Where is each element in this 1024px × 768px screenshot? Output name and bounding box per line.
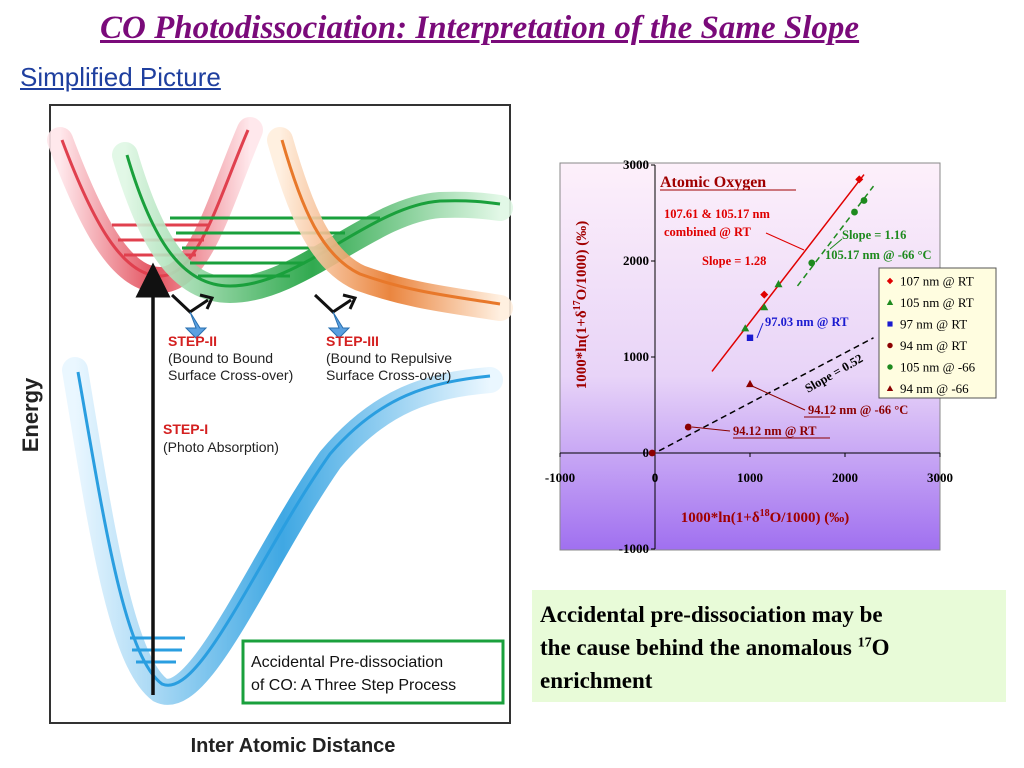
legend-entry: 107 nm @ RT: [900, 274, 974, 289]
potential-energy-diagram: STEP-II (Bound to Bound Surface Cross-ov…: [18, 104, 513, 757]
annotation-94-rt: 94.12 nm @ RT: [733, 424, 817, 438]
fit-line: [711, 174, 865, 372]
annotation-slope-116: Slope = 1.16: [842, 228, 906, 242]
data-point: [648, 449, 656, 457]
fit-line: [649, 337, 874, 457]
annotation-slope-128: Slope = 1.28: [702, 254, 766, 268]
slide-title: CO Photodissociation: Interpretation of …: [100, 10, 860, 46]
x-tick-label: -1000: [545, 470, 575, 485]
step2-desc-line1: (Bound to Bound: [168, 350, 273, 366]
callout-line2: the cause behind the anomalous 17O: [540, 631, 998, 664]
conclusion-callout: Accidental pre-dissociation may be the c…: [532, 590, 1006, 702]
callout-line3: enrichment: [540, 668, 653, 693]
ground-state-curve: [62, 357, 503, 705]
data-point: [760, 303, 769, 311]
isotope-chart: -1000 -1000 00 1000 1000 2000 2000 3000 3000 Ato…: [545, 157, 997, 555]
legend: 107 nm @ RT 105 nm @ RT 97 nm @ RT 94 nm @ …: [878, 267, 997, 399]
data-point: [746, 379, 754, 388]
y-tick-label: 3000: [623, 157, 649, 172]
legend-marker: [887, 321, 893, 327]
callout-line2-text: the cause behind the anomalous: [540, 635, 858, 660]
summary-box-line2: of CO: A Three Step Process: [251, 677, 456, 694]
x-tick-label: 2000: [832, 470, 858, 485]
summary-box-line1: Accidental Pre-dissociation: [251, 654, 443, 671]
x-axis-label: 1000*ln(1+δ18O/1000) (‰): [681, 508, 849, 526]
energy-axis-label: Energy: [18, 377, 43, 452]
annotation-94-cold: 94.12 nm @ -66 °C: [808, 403, 908, 417]
repulsive-state-curve: [267, 127, 513, 321]
step1-label: STEP-I: [163, 421, 208, 437]
legend-entry: 105 nm @ -66: [900, 360, 976, 375]
fit-line: [796, 185, 875, 287]
chart-title: Atomic Oxygen: [660, 174, 766, 191]
x-tick-label: 0: [652, 470, 659, 485]
step2-label: STEP-II: [168, 333, 217, 349]
callout-line1: Accidental pre-dissociation may be: [540, 602, 883, 627]
y-tick-label: 2000: [623, 253, 649, 268]
data-point: [741, 324, 750, 332]
legend-entry: 105 nm @ RT: [900, 295, 974, 310]
data-point: [860, 197, 868, 204]
data-point: [746, 334, 754, 341]
summary-box: Accidental Pre-dissociation of CO: A Thr…: [241, 639, 505, 705]
step1-desc: (Photo Absorption): [163, 439, 279, 455]
step3-arrow-icon: [313, 293, 358, 339]
legend-marker: [887, 364, 893, 370]
step2-desc-line2: Surface Cross-over): [168, 367, 293, 383]
step3-desc-line2: Surface Cross-over): [326, 367, 451, 383]
annotation-105-cold: 105.17 nm @ -66 °C: [825, 248, 932, 262]
y-tick-label: 0: [643, 445, 650, 460]
data-point: [774, 280, 783, 288]
plot-background: [559, 162, 941, 551]
annotation-97: 97.03 nm @ RT: [765, 315, 849, 329]
data-point: [808, 259, 816, 267]
y-axis-label: 1000*ln(1+δ17O/1000) (‰): [572, 221, 590, 389]
annotation-leaders: [691, 232, 843, 439]
callout-superscript: 17: [857, 635, 872, 651]
x-tick-label: 1000: [737, 470, 763, 485]
annotation-combined: combined @ RT: [664, 225, 752, 239]
slide-subtitle: Simplified Picture: [20, 62, 221, 92]
fit-lines: [649, 174, 875, 457]
y-tick-label: 1000: [623, 349, 649, 364]
legend-marker: [886, 385, 894, 392]
data-point: [684, 423, 692, 431]
step2-arrow-icon: [170, 293, 215, 339]
step3-desc-line1: (Bound to Repulsive: [326, 350, 452, 366]
chart-axes: -1000 -1000 00 1000 1000 2000 2000 3000 3000: [545, 157, 953, 555]
data-points: [648, 175, 868, 457]
data-point: [855, 175, 864, 184]
step3-label: STEP-III: [326, 333, 379, 349]
callout-line2-o: O: [871, 635, 890, 660]
legend-entry: 94 nm @ RT: [900, 338, 967, 353]
x-tick-label: 3000: [927, 470, 953, 485]
legend-entry: 97 nm @ RT: [900, 317, 967, 332]
y-tick-label: -1000: [619, 541, 649, 555]
legend-entry: 94 nm @ -66: [900, 381, 969, 396]
legend-marker: [886, 277, 894, 285]
data-point: [851, 208, 858, 216]
legend-marker: [886, 299, 894, 306]
annotation-107-105: 107.61 & 105.17 nm: [664, 207, 770, 221]
legend-marker: [887, 342, 893, 349]
data-point: [760, 290, 769, 299]
distance-axis-label: Inter Atomic Distance: [191, 735, 396, 757]
